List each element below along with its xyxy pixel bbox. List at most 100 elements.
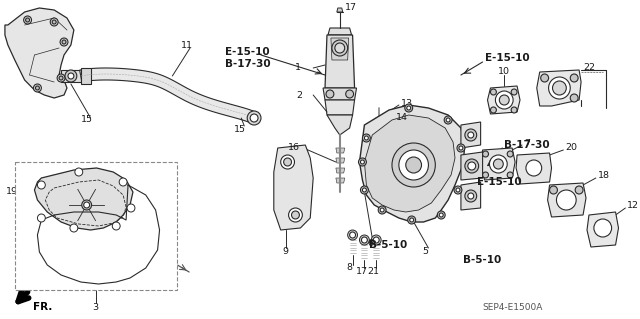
Polygon shape: [481, 148, 515, 180]
Circle shape: [439, 213, 443, 217]
Polygon shape: [537, 70, 581, 106]
Circle shape: [332, 40, 348, 56]
Polygon shape: [331, 38, 349, 60]
Text: B-5-10: B-5-10: [369, 240, 408, 250]
Circle shape: [360, 235, 369, 245]
Circle shape: [407, 106, 411, 110]
Polygon shape: [61, 70, 81, 82]
Circle shape: [465, 129, 477, 141]
Circle shape: [35, 86, 40, 90]
Polygon shape: [375, 146, 383, 150]
Polygon shape: [548, 183, 586, 217]
Circle shape: [75, 168, 83, 176]
Circle shape: [250, 114, 258, 122]
Circle shape: [59, 76, 63, 80]
Circle shape: [410, 218, 413, 222]
Polygon shape: [35, 168, 133, 230]
Circle shape: [490, 89, 497, 95]
Circle shape: [348, 230, 358, 240]
Text: 17: 17: [345, 4, 356, 12]
Circle shape: [465, 159, 479, 173]
Circle shape: [60, 38, 68, 46]
Circle shape: [548, 77, 570, 99]
Polygon shape: [325, 35, 355, 88]
Text: 5: 5: [422, 248, 428, 256]
Polygon shape: [461, 182, 481, 210]
Circle shape: [444, 116, 452, 124]
Circle shape: [112, 222, 120, 230]
Polygon shape: [323, 88, 356, 100]
Circle shape: [459, 146, 463, 150]
Circle shape: [437, 211, 445, 219]
Polygon shape: [328, 28, 351, 35]
Text: 6: 6: [367, 239, 373, 248]
Polygon shape: [360, 105, 465, 222]
Circle shape: [541, 74, 548, 82]
Text: B-5-10: B-5-10: [463, 255, 501, 265]
Circle shape: [289, 208, 302, 222]
Text: 18: 18: [598, 172, 610, 181]
Circle shape: [468, 162, 476, 170]
Circle shape: [511, 89, 517, 95]
Circle shape: [326, 90, 334, 98]
Polygon shape: [461, 122, 481, 148]
Circle shape: [70, 224, 78, 232]
Circle shape: [556, 190, 576, 210]
Polygon shape: [375, 118, 383, 122]
Polygon shape: [336, 148, 345, 153]
Text: 20: 20: [565, 144, 577, 152]
Text: B-17-30: B-17-30: [504, 140, 550, 150]
Circle shape: [364, 136, 369, 140]
Circle shape: [62, 40, 66, 44]
Polygon shape: [81, 68, 91, 84]
Circle shape: [284, 158, 292, 166]
Circle shape: [483, 172, 488, 178]
Polygon shape: [587, 212, 618, 247]
Circle shape: [360, 186, 369, 194]
Polygon shape: [461, 152, 483, 180]
Text: 22: 22: [583, 63, 595, 72]
Circle shape: [392, 143, 435, 187]
Circle shape: [594, 219, 612, 237]
Text: 3: 3: [92, 302, 99, 311]
Circle shape: [24, 16, 31, 24]
Polygon shape: [79, 68, 257, 123]
Circle shape: [349, 232, 356, 238]
Text: 10: 10: [499, 68, 510, 77]
Text: 8: 8: [347, 263, 353, 272]
Circle shape: [52, 20, 56, 24]
Circle shape: [373, 237, 379, 243]
Circle shape: [468, 132, 474, 138]
Circle shape: [362, 134, 371, 142]
Text: E-15-10: E-15-10: [484, 53, 529, 63]
Text: SEP4-E1500A: SEP4-E1500A: [483, 303, 543, 313]
Circle shape: [508, 172, 513, 178]
Polygon shape: [488, 86, 520, 114]
Circle shape: [408, 216, 415, 224]
Circle shape: [335, 43, 345, 53]
Polygon shape: [337, 8, 343, 12]
Circle shape: [468, 193, 474, 199]
Circle shape: [550, 186, 557, 194]
Text: 15: 15: [234, 125, 246, 135]
Circle shape: [68, 73, 74, 79]
Text: 16: 16: [289, 144, 300, 152]
Polygon shape: [375, 160, 383, 164]
Polygon shape: [364, 115, 455, 212]
Text: 15: 15: [81, 115, 93, 124]
Text: FR.: FR.: [33, 302, 52, 312]
Circle shape: [499, 95, 509, 105]
Circle shape: [281, 155, 294, 169]
Circle shape: [456, 188, 460, 192]
Circle shape: [247, 111, 261, 125]
Circle shape: [457, 144, 465, 152]
Polygon shape: [336, 178, 345, 183]
Circle shape: [378, 206, 386, 214]
Circle shape: [362, 237, 367, 243]
Text: 17: 17: [355, 268, 367, 277]
Circle shape: [33, 84, 42, 92]
Circle shape: [371, 235, 381, 245]
Circle shape: [495, 91, 513, 109]
Circle shape: [82, 200, 92, 210]
Circle shape: [570, 74, 578, 82]
